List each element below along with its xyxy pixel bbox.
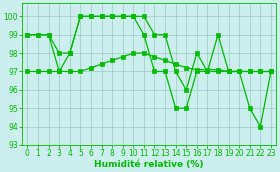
X-axis label: Humidité relative (%): Humidité relative (%)	[94, 159, 204, 169]
